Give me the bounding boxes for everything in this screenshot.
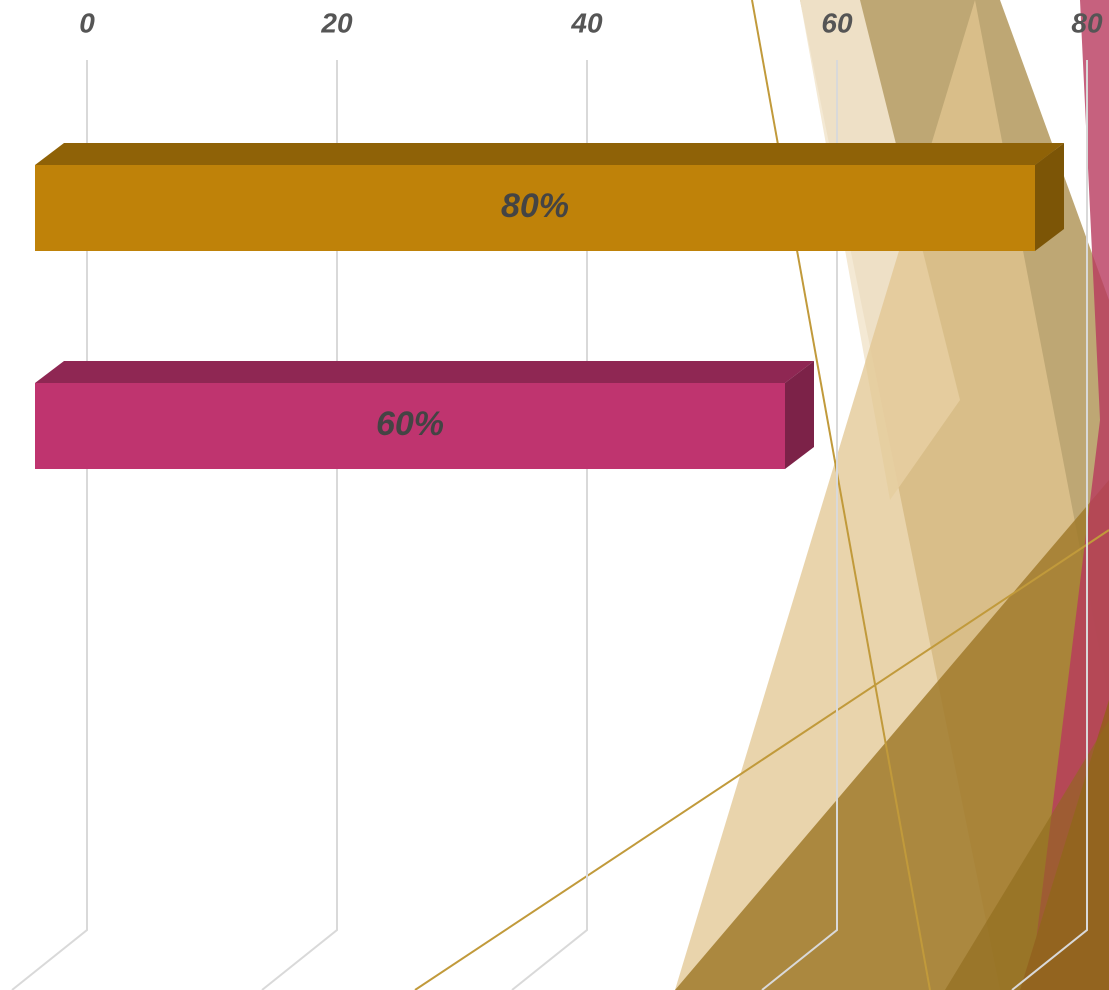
- deco-shape: [945, 720, 1109, 990]
- grid-line: [1011, 60, 1088, 990]
- plot-area: 0 20 40 60 80 80% 60%: [11, 7, 1103, 990]
- deco-line: [414, 529, 1109, 990]
- x-tick-label: 20: [320, 7, 353, 38]
- deco-shape: [675, 480, 1109, 990]
- x-tick-label: 40: [570, 7, 603, 38]
- grid-line: [11, 60, 88, 990]
- x-tick-label: 0: [79, 7, 95, 38]
- grid-line: [511, 60, 588, 990]
- bar-top: [35, 361, 814, 383]
- bar: [35, 165, 1035, 251]
- grid-line: [261, 60, 338, 990]
- bar-top: [35, 143, 1064, 165]
- deco-shape: [1030, 0, 1109, 990]
- x-tick-label: 60: [821, 7, 853, 38]
- x-tick-label: 80: [1071, 7, 1103, 38]
- bar-side: [1035, 143, 1064, 251]
- grid-line: [761, 60, 838, 990]
- data-label: 60%: [376, 405, 444, 443]
- bar-side: [785, 361, 814, 469]
- bar: [35, 383, 785, 469]
- data-label: 80%: [501, 187, 569, 225]
